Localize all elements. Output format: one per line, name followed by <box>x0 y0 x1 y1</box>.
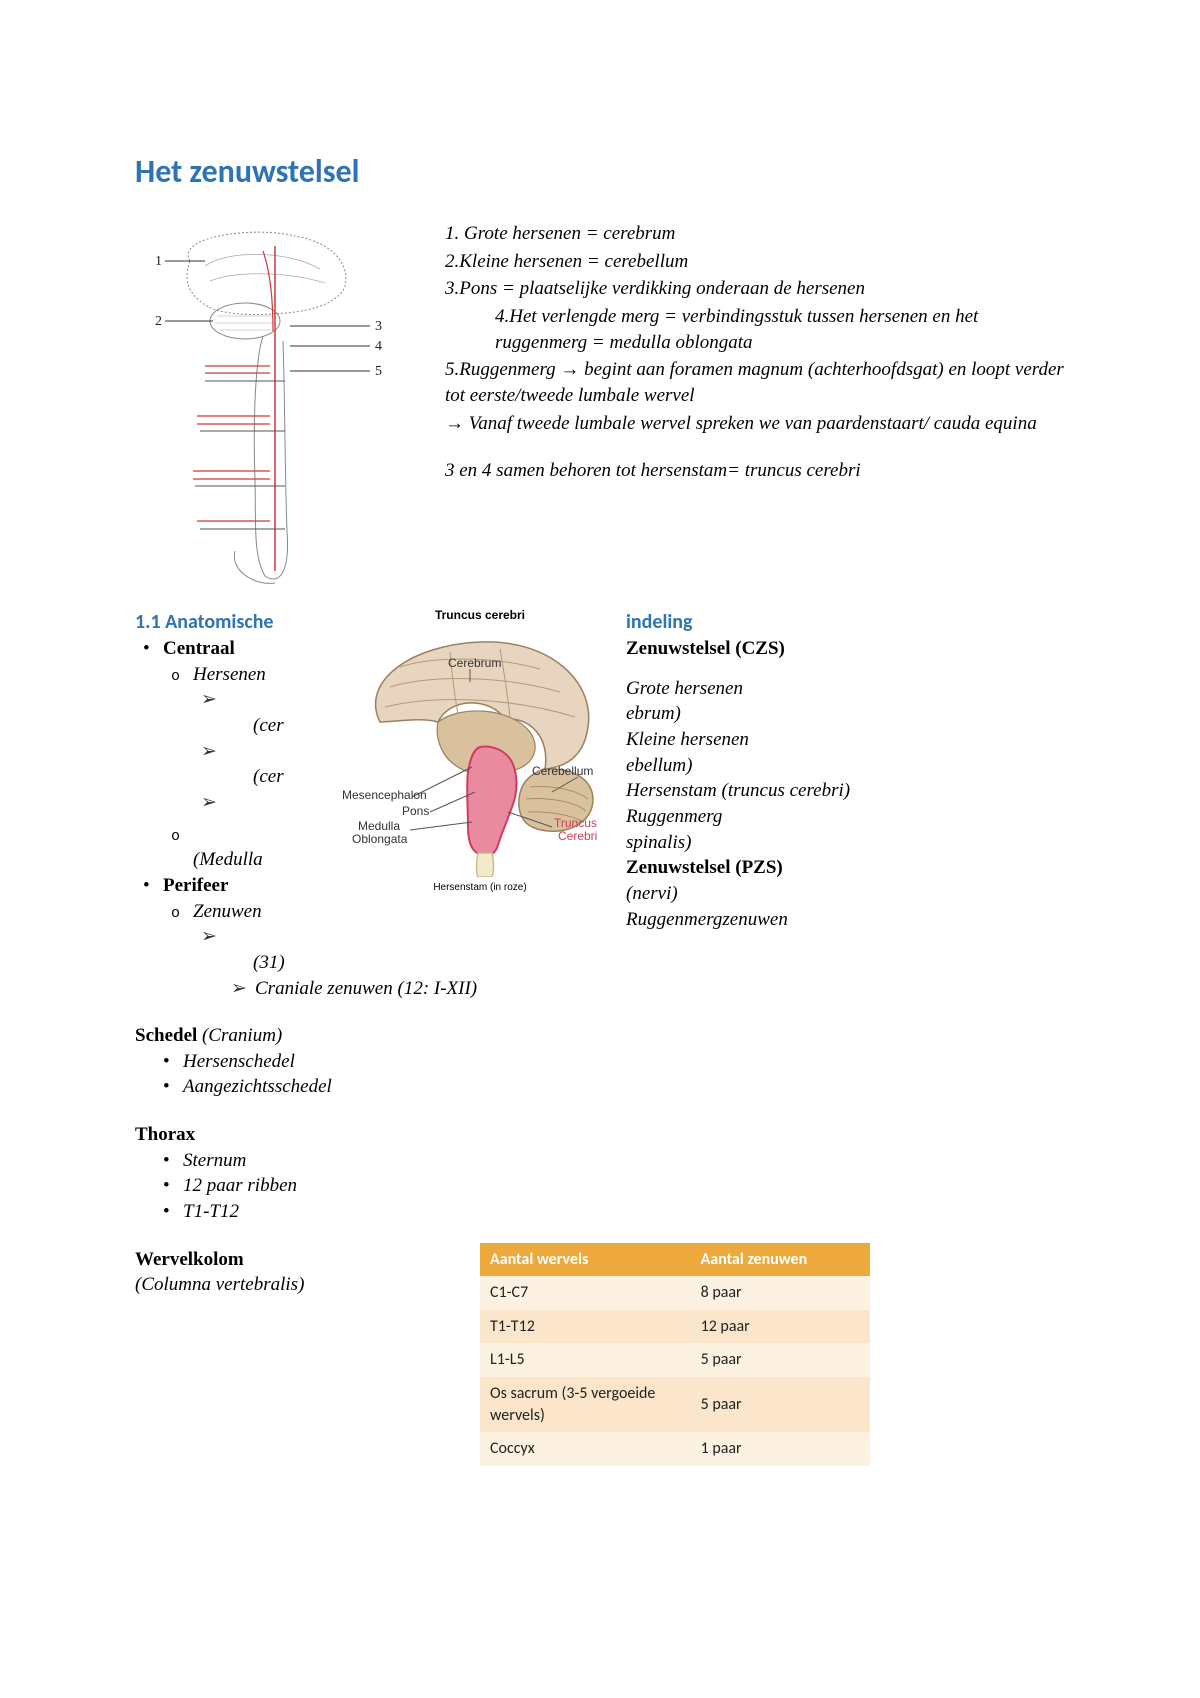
r-hersenstam: Hersenstam (truncus cerebri) <box>626 778 1065 804</box>
cell: 5 paar <box>691 1377 870 1432</box>
page-title: Het zenuwstelsel <box>135 150 1065 193</box>
cell: T1-T12 <box>480 1310 691 1344</box>
frag-cer-2: (cer <box>225 764 340 790</box>
wervels-table-wrap: Aantal wervels Aantal zenuwen C1-C7 8 pa… <box>480 1243 870 1466</box>
th-zenuwen: Aantal zenuwen <box>691 1243 870 1277</box>
thorax-i2: 12 paar ribben <box>183 1173 1065 1199</box>
cell: Coccyx <box>480 1432 691 1466</box>
fig-top-label: Truncus cerebri <box>340 607 620 623</box>
def-4: 4.Het verlengde merg = verbindingsstuk t… <box>445 304 1065 355</box>
section-brain-definitions: 1 2 3 4 5 1. Grote hersenen = cerebrum 2… <box>135 221 1065 591</box>
section-wervelkolom: Wervelkolom (Columna vertebralis) Aantal… <box>135 1247 1065 1298</box>
brain-sagittal-figure: Truncus cerebri <box>340 607 620 895</box>
schedel-head: Schedel <box>135 1025 197 1046</box>
r-nervi: (nervi) <box>626 881 1065 907</box>
diagram-label-3: 3 <box>375 319 382 334</box>
r-spinalis: spinalis) <box>626 830 1065 856</box>
def-2: 2.Kleine hersenen = cerebellum <box>445 249 1065 275</box>
frag-medulla: (Medulla <box>193 849 263 870</box>
fig-lbl-truncus-2: Cerebri <box>558 829 597 843</box>
frag-31: (31) <box>225 950 340 976</box>
cell: 8 paar <box>691 1276 870 1310</box>
th-wervels: Aantal wervels <box>480 1243 691 1277</box>
item-zenuwen: Zenuwen <box>193 901 262 922</box>
fig-lbl-medulla-2: Oblongata <box>352 832 408 846</box>
table-row: Coccyx 1 paar <box>480 1432 870 1466</box>
fig-lbl-pons: Pons <box>402 804 429 818</box>
schedel-i1: Hersenschedel <box>183 1049 1065 1075</box>
thorax-i1: Sternum <box>183 1148 1065 1174</box>
r-ebrum: ebrum) <box>626 701 1065 727</box>
diagram-label-5: 5 <box>375 364 382 379</box>
table-row: C1-C7 8 paar <box>480 1276 870 1310</box>
pzs-head: Zenuwstelsel (PZS) <box>626 855 1065 881</box>
fig-bottom-label: Hersenstam (in roze) <box>340 881 620 895</box>
def-foot: 3 en 4 samen behoren tot hersenstam= tru… <box>445 458 1065 484</box>
definitions-block: 1. Grote hersenen = cerebrum 2.Kleine he… <box>445 221 1065 591</box>
frag-cer-1: (cer <box>225 713 340 739</box>
table-row: Os sacrum (3-5 vergoeide wervels) 5 paar <box>480 1377 870 1432</box>
fig-lbl-cerebrum: Cerebrum <box>448 656 501 670</box>
fig-lbl-medulla-1: Medulla <box>358 819 400 833</box>
r-ruggenmerg: Ruggenmerg <box>626 804 1065 830</box>
item-perifeer: Perifeer <box>163 875 228 896</box>
def-5b: → Vanaf tweede lumbale wervel spreken we… <box>445 411 1065 437</box>
table-row: T1-T12 12 paar <box>480 1310 870 1344</box>
table-row: L1-L5 5 paar <box>480 1343 870 1377</box>
wervels-table: Aantal wervels Aantal zenuwen C1-C7 8 pa… <box>480 1243 870 1466</box>
r-ebellum: ebellum) <box>626 753 1065 779</box>
subheading-left: 1.1 Anatomische <box>135 609 340 636</box>
cell: 1 paar <box>691 1432 870 1466</box>
cell: 12 paar <box>691 1310 870 1344</box>
r-grote: Grote hersenen <box>626 676 1065 702</box>
def-3: 3.Pons = plaatselijke verdikking onderaa… <box>445 276 1065 302</box>
thorax-head: Thorax <box>135 1122 1065 1148</box>
schedel-i2: Aangezichtsschedel <box>183 1074 1065 1100</box>
schedel-paren: (Cranium) <box>202 1025 282 1046</box>
brain-spine-diagram: 1 2 3 4 5 <box>135 221 415 591</box>
def-5a: 5.Ruggenmerg → begint aan foramen magnum… <box>445 357 1065 408</box>
diagram-label-4: 4 <box>375 339 382 354</box>
diagram-label-2: 2 <box>155 314 162 329</box>
thorax-i3: T1-T12 <box>183 1199 1065 1225</box>
section-anatomische-indeling: Truncus cerebri <box>135 609 1065 1001</box>
def-1: 1. Grote hersenen = cerebrum <box>445 221 1065 247</box>
cell: C1-C7 <box>480 1276 691 1310</box>
cell: 5 paar <box>691 1343 870 1377</box>
diagram-label-1: 1 <box>155 254 162 269</box>
cell: L1-L5 <box>480 1343 691 1377</box>
section-schedel: Schedel (Cranium) Hersenschedel Aangezic… <box>135 1023 1065 1100</box>
section-thorax: Thorax Sternum 12 paar ribben T1-T12 <box>135 1122 1065 1225</box>
fig-lbl-cerebellum: Cerebellum <box>532 764 593 778</box>
fig-lbl-mesencephalon: Mesencephalon <box>342 788 427 802</box>
fig-lbl-truncus-1: Truncus <box>554 816 597 830</box>
r-rugzenuwen: Ruggenmergzenuwen <box>626 907 1065 933</box>
cell: Os sacrum (3-5 vergoeide wervels) <box>480 1377 691 1432</box>
item-centraal: Centraal <box>163 638 235 659</box>
item-hersenen: Hersenen <box>193 664 266 685</box>
subheading-right: indeling <box>626 609 1065 636</box>
item-craniale: Craniale zenuwen (12: I-XII) <box>255 978 477 999</box>
czs-head: Zenuwstelsel (CZS) <box>626 636 1065 662</box>
r-kleine: Kleine hersenen <box>626 727 1065 753</box>
